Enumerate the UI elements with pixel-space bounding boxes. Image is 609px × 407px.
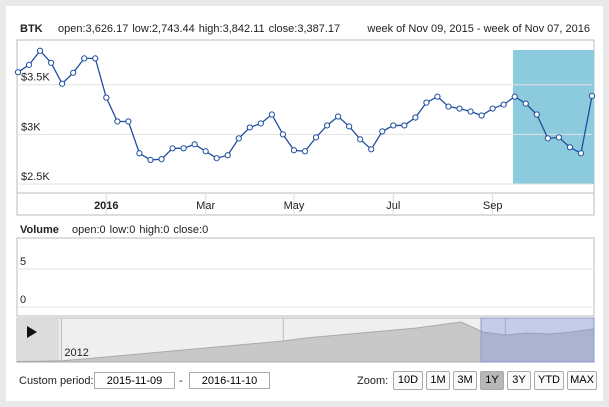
point	[268, 111, 275, 118]
point	[323, 122, 331, 129]
point	[180, 145, 187, 152]
point	[202, 148, 209, 155]
point	[224, 152, 231, 159]
point	[103, 94, 110, 101]
play-button[interactable]	[27, 326, 37, 338]
point	[566, 144, 574, 151]
zoom-button[interactable]: 1Y	[480, 371, 504, 390]
point	[434, 93, 441, 100]
point	[301, 148, 309, 155]
point	[14, 69, 22, 76]
y-tick-label: 5	[20, 256, 26, 268]
point	[59, 80, 66, 87]
point	[522, 100, 529, 107]
point	[511, 93, 518, 100]
stat: open:3,626.17	[58, 23, 128, 35]
point	[346, 123, 353, 130]
x-tick-label: 2012	[64, 347, 88, 359]
point	[456, 105, 463, 112]
zoom-button[interactable]: 3Y	[507, 371, 531, 390]
stats: open:3,626.17 low:2,743.44 high:3,842.11 cl…	[58, 23, 340, 35]
point	[544, 135, 551, 142]
point	[213, 155, 220, 162]
separator: -	[179, 375, 183, 387]
point	[279, 131, 287, 138]
to-date[interactable]: 2016-11-10	[189, 372, 270, 389]
point	[577, 150, 585, 157]
x-tick-label: Mar	[196, 200, 215, 212]
y-tick-label: $3K	[21, 121, 41, 133]
x-tick-label: Sep	[483, 200, 503, 212]
stats: open:0 low:0 high:0 close:0	[72, 224, 208, 236]
point	[533, 111, 540, 118]
selection-highlight	[513, 50, 594, 184]
point	[467, 108, 474, 115]
point	[125, 118, 132, 125]
point	[478, 112, 485, 119]
point	[36, 47, 44, 54]
navigator-area	[16, 321, 595, 363]
x-tick-label: May	[284, 200, 305, 212]
navigator-mask	[17, 318, 59, 362]
point	[423, 99, 430, 106]
point	[379, 128, 386, 135]
point	[500, 101, 507, 108]
point	[235, 135, 242, 142]
point	[555, 134, 562, 141]
point	[48, 59, 55, 66]
point	[357, 136, 364, 143]
stat: open:0	[72, 224, 106, 236]
zoom-button[interactable]: YTD	[534, 371, 564, 390]
point	[335, 113, 342, 120]
zoom-button[interactable]: 10D	[393, 371, 423, 390]
point	[158, 156, 165, 163]
y-tick-label: $2.5K	[21, 171, 50, 183]
point	[191, 141, 198, 148]
period-label: week of Nov 09, 2015 - week of Nov 07, 2…	[366, 23, 590, 35]
point	[92, 55, 99, 62]
stat: high:3,842.11	[199, 23, 265, 35]
zoom-button[interactable]: 3M	[453, 371, 477, 390]
point	[489, 105, 496, 112]
y-tick-label: 0	[20, 294, 26, 306]
point	[368, 146, 375, 153]
volume-title: Volume	[20, 224, 59, 236]
point	[147, 156, 154, 164]
point	[445, 103, 452, 110]
point	[25, 61, 33, 68]
x-tick-label: Jul	[386, 200, 400, 212]
point	[401, 122, 408, 129]
navigator-selection	[480, 317, 595, 363]
stat: close:3,387.17	[269, 23, 341, 35]
stat: low:2,743.44	[132, 23, 194, 35]
point	[114, 118, 121, 125]
from-date[interactable]: 2015-11-09	[94, 372, 175, 389]
zoom-button[interactable]: 1M	[426, 371, 450, 390]
custom-period-label: Custom period:	[19, 375, 94, 387]
zoom-button[interactable]: MAX	[567, 371, 597, 390]
x-tick-label: 2016	[94, 200, 118, 212]
point	[246, 124, 253, 131]
stat: high:0	[139, 224, 169, 236]
point	[588, 92, 596, 100]
zoom-label: Zoom:	[357, 375, 389, 387]
chart-title: BTK	[20, 23, 43, 35]
point	[390, 122, 397, 129]
point	[412, 114, 419, 121]
volume-frame	[16, 237, 595, 317]
point	[312, 134, 320, 141]
point	[81, 55, 88, 62]
stat: close:0	[173, 224, 208, 236]
point	[290, 147, 298, 154]
point	[136, 150, 143, 157]
point	[70, 69, 77, 76]
y-tick-label: $3.5K	[21, 72, 50, 84]
main-frame	[16, 39, 595, 216]
point	[169, 145, 176, 152]
stat: low:0	[110, 224, 136, 236]
point	[257, 120, 264, 127]
